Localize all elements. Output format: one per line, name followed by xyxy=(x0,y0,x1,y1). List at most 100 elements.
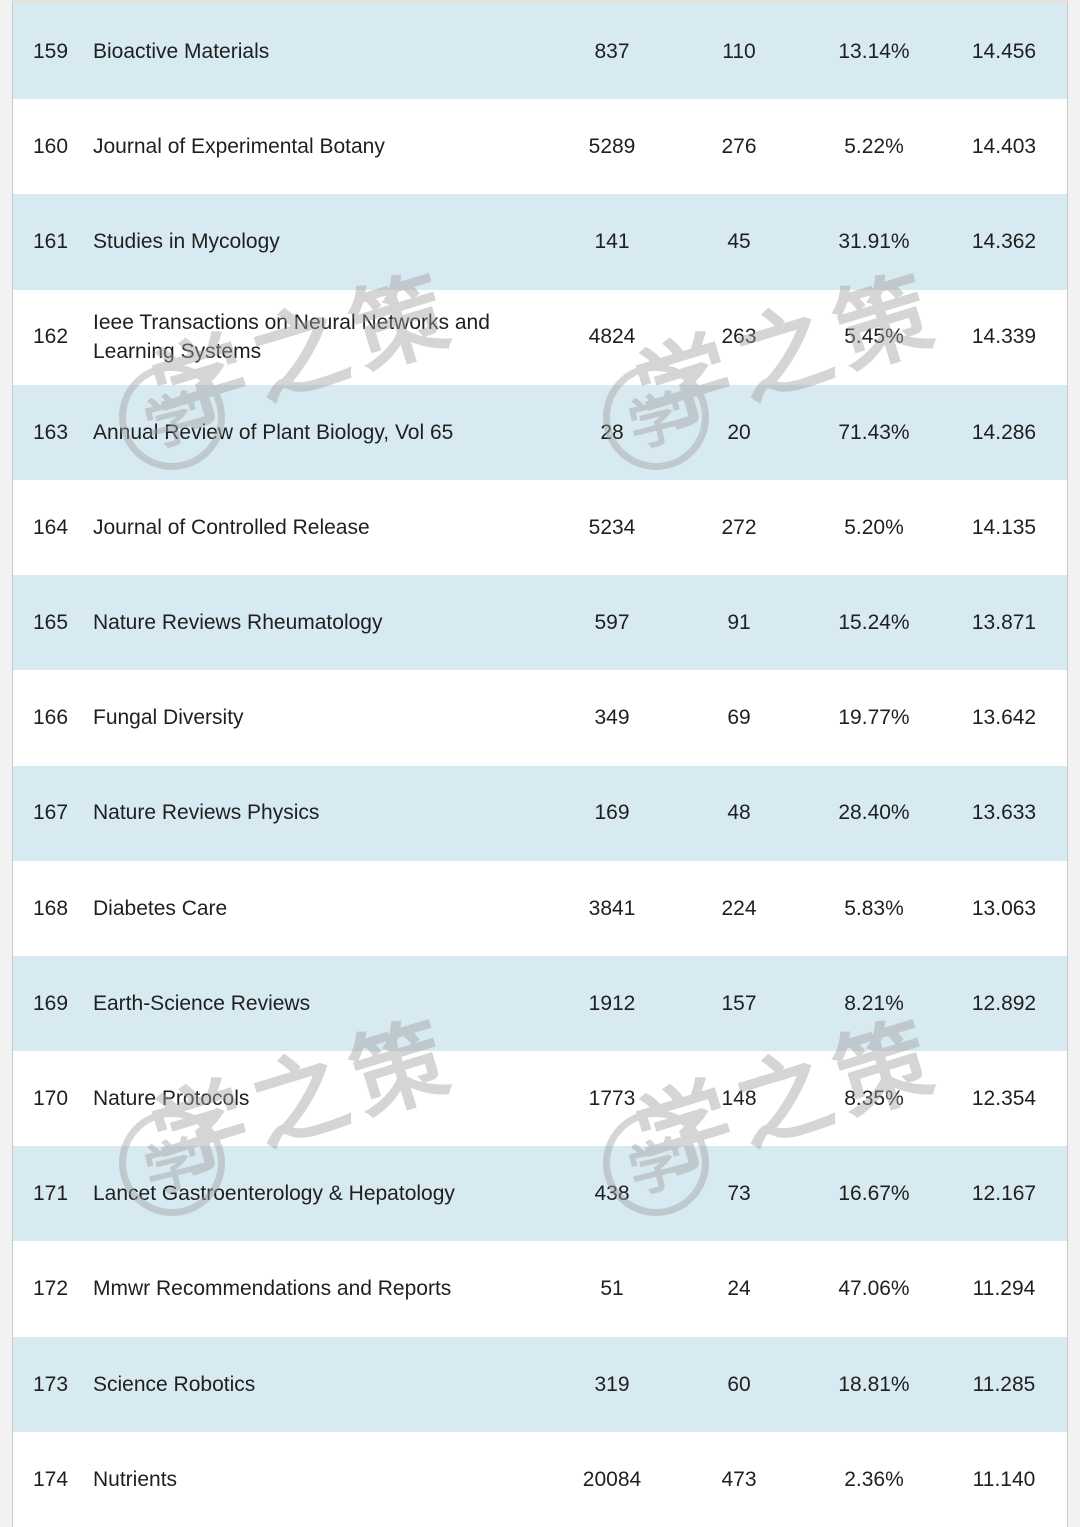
value-cell-1: 1912 xyxy=(588,991,636,1015)
table-row: 168 Diabetes Care 3841 224 5.83% 13.063 xyxy=(13,860,1067,956)
table-row: 171 Lancet Gastroenterology & Hepatology… xyxy=(13,1146,1067,1242)
rank-cell: 171 xyxy=(33,1182,69,1206)
value-cell-4: 12.354 xyxy=(971,1086,1037,1110)
journal-name-cell: Journal of Controlled Release xyxy=(93,515,370,539)
value-cell-1: 4824 xyxy=(588,325,636,349)
table-row: 164 Journal of Controlled Release 5234 2… xyxy=(13,479,1067,576)
value-cell-2: 276 xyxy=(721,135,757,159)
value-cell-2: 224 xyxy=(721,896,757,920)
page: 159 Bioactive Materials 837 110 13.14% 1… xyxy=(12,0,1068,1527)
value-cell-4: 14.135 xyxy=(971,515,1037,539)
value-cell-4: 14.339 xyxy=(971,325,1037,349)
journal-name-cell: Studies in Mycology xyxy=(93,230,280,254)
value-cell-1: 837 xyxy=(594,39,630,63)
value-cell-2: 20 xyxy=(727,420,751,444)
value-cell-3: 8.21% xyxy=(844,991,904,1015)
value-cell-1: 3841 xyxy=(588,896,636,920)
value-cell-4: 14.403 xyxy=(971,135,1037,159)
table-row: 172 Mmwr Recommendations and Reports 51 … xyxy=(13,1241,1067,1337)
value-cell-3: 16.67% xyxy=(838,1182,910,1206)
rank-cell: 166 xyxy=(33,706,69,730)
table-row: 173 Science Robotics 319 60 18.81% 11.28… xyxy=(13,1336,1067,1432)
value-cell-1: 319 xyxy=(594,1372,630,1396)
journal-name-cell: Diabetes Care xyxy=(93,896,228,920)
rank-cell: 163 xyxy=(33,420,69,444)
value-cell-4: 11.294 xyxy=(972,1277,1036,1301)
table-row: 166 Fungal Diversity 349 69 19.77% 13.64… xyxy=(13,670,1067,766)
value-cell-2: 91 xyxy=(727,611,751,635)
rank-cell: 169 xyxy=(33,991,69,1015)
value-cell-2: 48 xyxy=(727,801,751,825)
value-cell-2: 473 xyxy=(721,1467,757,1491)
journal-name-cell: Nature Protocols xyxy=(93,1086,250,1110)
value-cell-4: 12.167 xyxy=(971,1182,1037,1206)
value-cell-3: 28.40% xyxy=(838,801,910,825)
rank-cell: 159 xyxy=(33,39,69,63)
journal-name-cell: Bioactive Materials xyxy=(93,39,270,63)
value-cell-3: 19.77% xyxy=(838,706,910,730)
rank-cell: 161 xyxy=(33,230,69,254)
table-row: 159 Bioactive Materials 837 110 13.14% 1… xyxy=(13,4,1067,100)
rank-cell: 168 xyxy=(33,896,69,920)
table-row: 165 Nature Reviews Rheumatology 597 91 1… xyxy=(13,575,1067,671)
value-cell-1: 51 xyxy=(600,1277,624,1301)
journal-name-cell: Lancet Gastroenterology & Hepatology xyxy=(93,1182,455,1206)
value-cell-1: 5289 xyxy=(588,135,636,159)
value-cell-2: 60 xyxy=(727,1372,751,1396)
rank-cell: 167 xyxy=(33,801,69,825)
journal-name-cell: Annual Review of Plant Biology, Vol 65 xyxy=(93,420,454,444)
journal-name-cell: Nature Reviews Physics xyxy=(93,801,320,825)
value-cell-2: 263 xyxy=(721,325,757,349)
table-row: 161 Studies in Mycology 141 45 31.91% 14… xyxy=(13,194,1067,290)
value-cell-1: 438 xyxy=(594,1182,630,1206)
value-cell-4: 13.871 xyxy=(971,611,1037,635)
value-cell-2: 272 xyxy=(721,515,757,539)
value-cell-4: 13.633 xyxy=(971,801,1037,825)
rank-cell: 172 xyxy=(33,1277,69,1301)
value-cell-1: 597 xyxy=(594,611,630,635)
value-cell-2: 148 xyxy=(721,1086,757,1110)
rank-cell: 162 xyxy=(33,325,69,349)
value-cell-1: 20084 xyxy=(582,1467,642,1491)
journal-ranking-table: 159 Bioactive Materials 837 110 13.14% 1… xyxy=(13,4,1067,1527)
value-cell-1: 28 xyxy=(600,420,624,444)
value-cell-2: 110 xyxy=(722,39,756,63)
table-row: 163 Annual Review of Plant Biology, Vol … xyxy=(13,384,1067,480)
value-cell-3: 15.24% xyxy=(838,611,910,635)
rank-cell: 173 xyxy=(33,1372,69,1396)
value-cell-4: 12.892 xyxy=(971,991,1037,1015)
value-cell-2: 45 xyxy=(727,230,751,254)
rank-cell: 174 xyxy=(33,1467,69,1491)
value-cell-3: 13.14% xyxy=(838,39,910,63)
rank-cell: 165 xyxy=(33,611,69,635)
journal-name-cell: Earth-Science Reviews xyxy=(93,991,311,1015)
value-cell-3: 5.20% xyxy=(844,515,904,539)
journal-name-cell: Nutrients xyxy=(93,1467,178,1491)
table-row: 162 Ieee Transactions on Neural Networks… xyxy=(13,289,1067,385)
rank-cell: 160 xyxy=(33,135,69,159)
rank-cell: 164 xyxy=(33,515,69,539)
table-row: 167 Nature Reviews Physics 169 48 28.40%… xyxy=(13,765,1067,861)
table-row: 160 Journal of Experimental Botany 5289 … xyxy=(13,99,1067,195)
value-cell-3: 8.35% xyxy=(844,1086,904,1110)
value-cell-3: 18.81% xyxy=(838,1372,910,1396)
value-cell-4: 14.456 xyxy=(971,39,1037,63)
table-row: 170 Nature Protocols 1773 148 8.35% 12.3… xyxy=(13,1051,1067,1147)
value-cell-3: 2.36% xyxy=(844,1467,904,1491)
value-cell-1: 169 xyxy=(594,801,630,825)
value-cell-2: 69 xyxy=(727,706,751,730)
value-cell-1: 141 xyxy=(594,230,630,254)
journal-name-cell: Nature Reviews Rheumatology xyxy=(93,611,383,635)
value-cell-3: 5.45% xyxy=(844,325,904,349)
value-cell-3: 31.91% xyxy=(838,230,910,254)
value-cell-4: 14.286 xyxy=(971,420,1037,444)
value-cell-3: 5.83% xyxy=(844,896,904,920)
journal-name-cell: Mmwr Recommendations and Reports xyxy=(93,1277,452,1301)
value-cell-4: 14.362 xyxy=(971,230,1037,254)
value-cell-3: 71.43% xyxy=(838,420,910,444)
value-cell-1: 5234 xyxy=(588,515,636,539)
value-cell-4: 13.642 xyxy=(971,706,1037,730)
value-cell-4: 13.063 xyxy=(971,896,1037,920)
journal-name-cell: Ieee Transactions on Neural Networks and… xyxy=(93,310,490,364)
value-cell-4: 11.285 xyxy=(972,1372,1036,1396)
